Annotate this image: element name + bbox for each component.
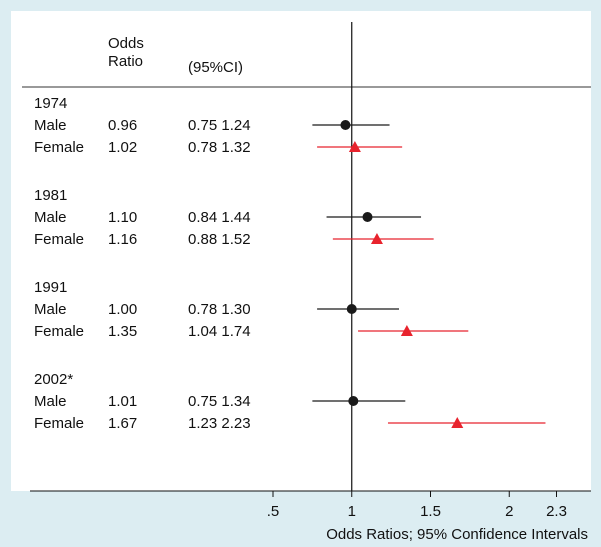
ci-value: 1.04 1.74 [188, 323, 251, 340]
male-marker [346, 304, 357, 314]
x-axis-title: Odds Ratios; 95% Confidence Intervals [326, 526, 588, 543]
x-tick-label: 2 [505, 503, 513, 520]
x-tick-label: .5 [267, 503, 280, 520]
row-label: Male [34, 393, 67, 410]
ci-value: 1.23 2.23 [188, 415, 251, 432]
female-marker [370, 233, 383, 244]
male-marker [362, 212, 373, 222]
row-label: Female [34, 139, 84, 156]
odds-ratio-value: 1.10 [108, 209, 137, 226]
odds-ratio-value: 1.16 [108, 231, 137, 248]
row-label: Female [34, 323, 84, 340]
ci-value: 0.88 1.52 [188, 231, 251, 248]
odds-ratio-value: 1.01 [108, 393, 137, 410]
odds-ratio-value: 1.35 [108, 323, 137, 340]
ci-value: 0.84 1.44 [188, 209, 251, 226]
odds-ratio-value: 1.67 [108, 415, 137, 432]
plot-panel [11, 11, 591, 491]
odds-ratio-value: 0.96 [108, 117, 137, 134]
row-label: Male [34, 117, 67, 134]
female-marker [451, 417, 464, 428]
row-label: Female [34, 231, 84, 248]
odds-ratio-value: 1.02 [108, 139, 137, 156]
group-year-label: 2002* [34, 371, 73, 388]
ci-value: 0.78 1.32 [188, 139, 251, 156]
column-header-ci: (95%CI) [188, 59, 243, 76]
group-year-label: 1981 [34, 187, 67, 204]
column-header-odds-ratio: Odds [108, 35, 144, 52]
ci-value: 0.75 1.24 [188, 117, 251, 134]
ci-value: 0.75 1.34 [188, 393, 251, 410]
odds-ratio-value: 1.00 [108, 301, 137, 318]
row-label: Female [34, 415, 84, 432]
ci-value: 0.78 1.30 [188, 301, 251, 318]
column-header-odds-ratio: Ratio [108, 53, 143, 70]
female-marker [400, 325, 413, 336]
male-marker [340, 120, 351, 130]
female-marker [348, 141, 361, 152]
row-label: Male [34, 209, 67, 226]
group-year-label: 1991 [34, 279, 67, 296]
male-marker [348, 396, 359, 406]
group-year-label: 1974 [34, 95, 67, 112]
x-tick-label: 1.5 [420, 503, 441, 520]
row-label: Male [34, 301, 67, 318]
x-tick-label: 2.3 [546, 503, 567, 520]
x-tick-label: 1 [348, 503, 356, 520]
